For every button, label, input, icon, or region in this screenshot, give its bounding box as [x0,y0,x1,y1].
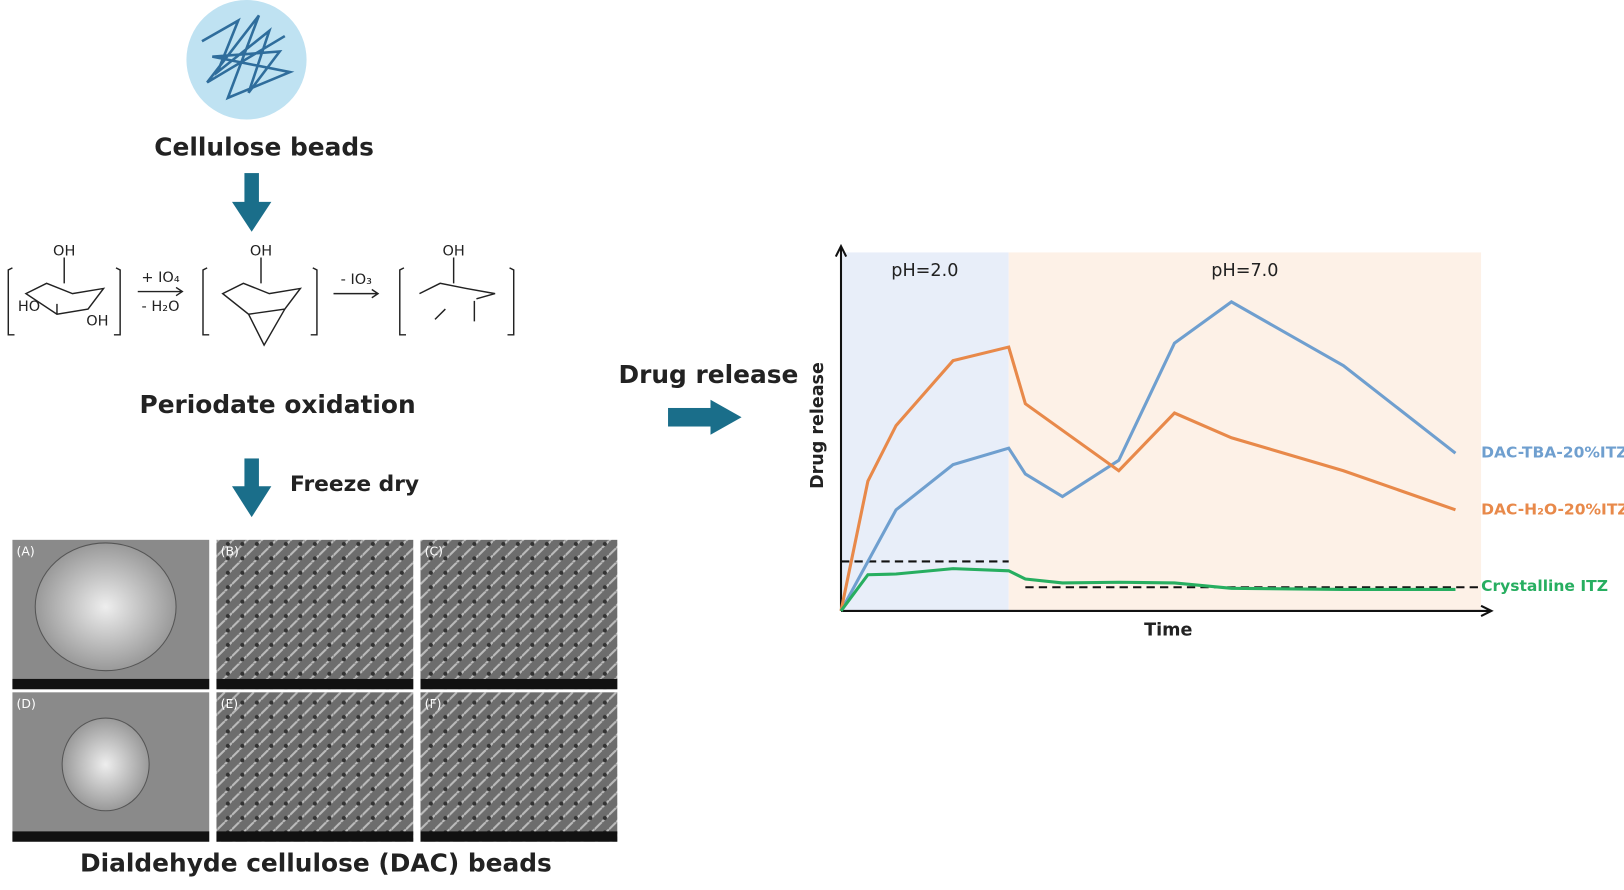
bead-image [34,542,177,672]
ho-label: HO [18,299,40,315]
step-label: Freeze dry [290,472,419,497]
sem-caption: Dialdehyde cellulose (DAC) beads [80,848,552,877]
release-line [839,345,1456,612]
panel-label: (E) [221,696,239,711]
reagent: + IO₄ [141,270,179,286]
arrows [232,173,742,518]
x-axis-label: Time [1144,621,1192,641]
sem-image [216,539,414,690]
sem-image [420,692,618,842]
oh-label: OH [86,313,108,329]
ph-region [841,252,1009,611]
reagent: - IO₃ [341,272,373,288]
release-line [839,567,1456,612]
panel-label: (F) [425,696,442,711]
scale-bar [420,678,618,690]
scale-bar [12,678,210,690]
chemical-structures [7,257,515,347]
panel-label: (A) [17,544,35,559]
scale-bar [216,831,414,842]
release-chart: pH=2.0 pH=7.0 Time Drug release DAC-TBA-20%I… [808,243,1624,641]
sem-image [420,539,618,690]
ph-label: pH=7.0 [1211,261,1278,281]
sem-image [216,692,414,842]
series-label: Crystalline ITZ [1481,577,1608,595]
cellulose-label: Cellulose beads [154,132,374,161]
step-label: Periodate oxidation [139,390,415,419]
scale-bar [216,678,414,690]
y-axis [834,243,848,611]
fiber-scribble [201,14,295,101]
ph-label: pH=2.0 [891,261,958,281]
ph-region [1008,252,1482,611]
sem-grid: (A) (B) (C) (D) (E) (F) [12,539,618,842]
series-label: DAC-TBA-20%ITZ [1481,444,1624,462]
y-axis-label: Drug release [808,362,828,489]
panel-label: (B) [221,544,239,559]
oh-label: OH [442,243,464,259]
scale-bar [12,831,210,842]
x-axis [841,604,1494,618]
scale-bar [420,831,618,842]
panel-label: (C) [425,544,443,559]
bead-image [61,717,150,812]
series-label: DAC-H₂O-20%ITZ [1481,500,1624,518]
release-line [839,300,1457,612]
oh-label: OH [250,243,272,259]
panel-label: (D) [17,696,36,711]
oh-label: OH [53,243,75,259]
step-label: Drug release [618,360,798,389]
byproduct: - H₂O [142,299,180,315]
